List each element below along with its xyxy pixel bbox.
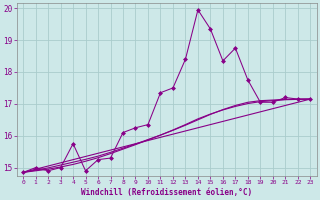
X-axis label: Windchill (Refroidissement éolien,°C): Windchill (Refroidissement éolien,°C) <box>81 188 252 197</box>
